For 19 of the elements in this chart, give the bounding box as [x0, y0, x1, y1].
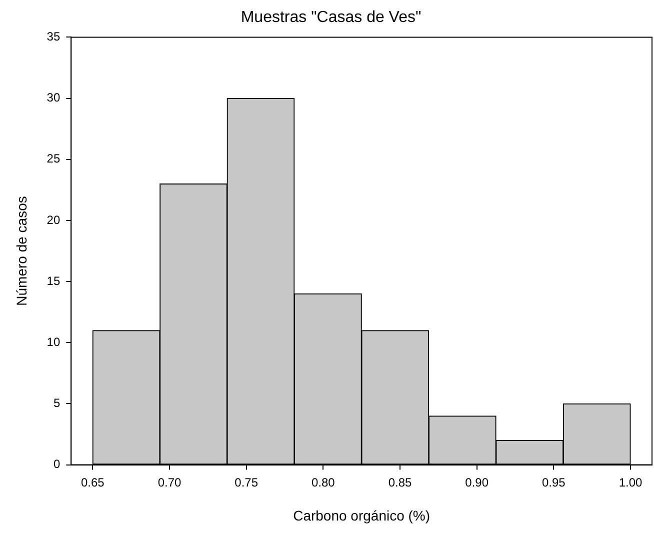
x-tick-label: 0.85	[388, 475, 412, 490]
x-tick-label: 0.70	[158, 475, 182, 490]
y-tick-label: 25	[46, 152, 60, 166]
y-axis-title: Número de casos	[13, 196, 30, 306]
x-tick-label: 0.95	[542, 475, 566, 490]
x-tick-label: 0.80	[311, 475, 336, 490]
y-tick-label: 5	[53, 396, 60, 410]
y-tick-label: 10	[46, 334, 60, 349]
y-tick-label: 20	[46, 212, 60, 227]
y-tick-label: 30	[46, 90, 60, 105]
y-tick-label: 15	[46, 274, 60, 288]
x-tick-label: 0.65	[80, 475, 105, 490]
chart-title: Muestras "Casas de Ves"	[240, 9, 422, 26]
y-tick-label: 0	[53, 457, 60, 472]
x-axis-title: Carbono orgánico (%)	[293, 507, 430, 524]
x-tick-label: 1.00	[618, 475, 642, 490]
y-tick-label: 35	[46, 30, 60, 44]
x-tick-label: 0.75	[234, 475, 258, 490]
x-tick-label: 0.90	[465, 475, 489, 490]
